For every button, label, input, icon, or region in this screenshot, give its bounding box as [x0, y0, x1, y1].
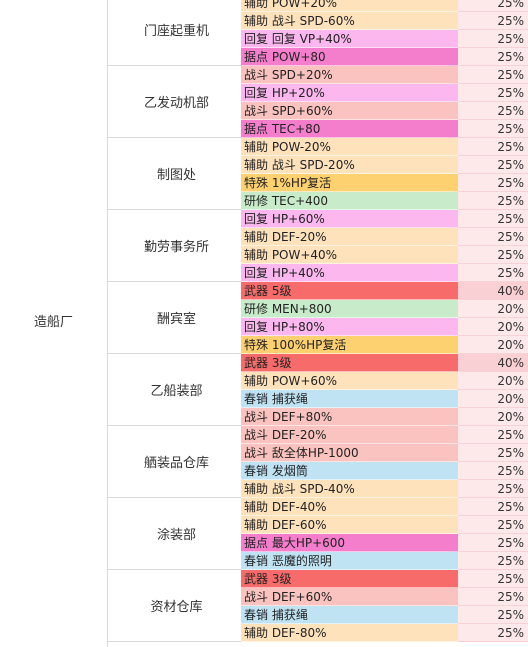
rate-cell: 25%	[458, 246, 528, 264]
rate-cell: 25%	[458, 534, 528, 552]
facility-cell: 舾装品仓库	[108, 426, 241, 498]
rate-cell: 25%	[458, 210, 528, 228]
rate-column: 25% 25% 25% 25% 25% 25% 25% 25% 25% 25% 25% 25% 25% 2…	[458, 0, 528, 647]
category-label: 造船厂	[33, 315, 73, 330]
effect-cell: 辅助 战斗 SPD-40%	[241, 480, 458, 498]
facility-cell: 制图处	[108, 138, 241, 210]
rate-cell: 25%	[458, 570, 528, 588]
facility-name: 酬宾室	[156, 312, 196, 327]
facility-cell: 勤劳事务所	[108, 210, 241, 282]
facility-name: 乙发动机部	[143, 96, 209, 111]
facility-name: 涂装部	[156, 528, 196, 543]
rate-cell: 20%	[458, 336, 528, 354]
effect-cell: 回复 HP+80%	[241, 318, 458, 336]
effect-cell: 特殊 1%HP复活	[241, 174, 458, 192]
effect-cell: 战斗 SPD+60%	[241, 102, 458, 120]
rate-cell: 20%	[458, 372, 528, 390]
rate-cell: 25%	[458, 264, 528, 282]
effect-cell: 辅助 POW+20%	[241, 0, 458, 12]
effect-cell: 研修 MEN+800	[241, 300, 458, 318]
rate-cell: 25%	[458, 516, 528, 534]
rate-cell: 25%	[458, 66, 528, 84]
rate-cell: 25%	[458, 624, 528, 642]
effect-cell: 辅助 DEF-60%	[241, 516, 458, 534]
facility-name: 舾装品仓库	[143, 456, 209, 471]
effect-cell: 武器 3级	[241, 354, 458, 372]
rate-cell: 25%	[458, 426, 528, 444]
rate-cell: 25%	[458, 12, 528, 30]
rate-cell: 25%	[458, 480, 528, 498]
rate-cell: 25%	[458, 48, 528, 66]
rate-cell: 25%	[458, 552, 528, 570]
rate-cell: 25%	[458, 120, 528, 138]
effect-cell: 辅助 DEF-20%	[241, 228, 458, 246]
rate-cell: 20%	[458, 390, 528, 408]
rate-cell: 25%	[458, 588, 528, 606]
effect-cell: 辅助 战斗 SPD-20%	[241, 156, 458, 174]
effect-cell: 辅助 POW+60%	[241, 372, 458, 390]
facility-cell: 乙发动机部	[108, 66, 241, 138]
effect-cell: 战斗 敌全体HP-1000	[241, 444, 458, 462]
effect-cell: 辅助 DEF-40%	[241, 498, 458, 516]
effect-cell: 辅助 DEF-80%	[241, 624, 458, 642]
effect-cell: 据点 最大HP+600	[241, 534, 458, 552]
facility-name: 乙船装部	[150, 384, 203, 399]
facility-name: 门座起重机	[143, 24, 209, 39]
effect-cell: 研修 TEC+400	[241, 192, 458, 210]
effect-cell: 春销 发烟筒	[241, 462, 458, 480]
effect-cell: 春销 捕获绳	[241, 606, 458, 624]
rate-cell: 25%	[458, 444, 528, 462]
rate-cell: 25%	[458, 138, 528, 156]
rate-cell: 20%	[458, 408, 528, 426]
rate-cell: 25%	[458, 606, 528, 624]
effect-cell: 武器 3级	[241, 570, 458, 588]
rate-cell: 40%	[458, 354, 528, 372]
facility-column: 门座起重机乙发动机部制图处勤劳事务所酬宾室乙船装部舾装品仓库涂装部资材仓库	[108, 0, 241, 647]
facility-name: 资材仓库	[150, 600, 203, 615]
facility-name: 制图处	[156, 168, 196, 183]
rate-cell: 25%	[458, 156, 528, 174]
facility-cell: 乙船装部	[108, 354, 241, 426]
effect-column: 辅助 POW+20% 辅助 战斗 SPD-60% 回复 回复 VP+40% 据点 PO…	[241, 0, 458, 647]
rate-cell: 25%	[458, 228, 528, 246]
rate-cell: 25%	[458, 192, 528, 210]
effect-cell: 回复 HP+20%	[241, 84, 458, 102]
facility-cell: 涂装部	[108, 498, 241, 570]
effect-cell: 据点 POW+80	[241, 48, 458, 66]
rate-cell: 25%	[458, 174, 528, 192]
rate-cell: 25%	[458, 30, 528, 48]
effect-cell: 辅助 POW+40%	[241, 246, 458, 264]
effect-cell: 春销 捕获绳	[241, 390, 458, 408]
facility-name: 勤劳事务所	[143, 240, 209, 255]
facility-cell: 酬宾室	[108, 282, 241, 354]
effect-cell: 辅助 POW-20%	[241, 138, 458, 156]
effect-cell: 战斗 DEF+80%	[241, 408, 458, 426]
effect-cell: 据点 TEC+80	[241, 120, 458, 138]
facility-cell: 门座起重机	[108, 0, 241, 66]
rate-cell: 40%	[458, 282, 528, 300]
effect-cell: 回复 HP+40%	[241, 264, 458, 282]
rate-cell: 25%	[458, 84, 528, 102]
effect-cell: 武器 5级	[241, 282, 458, 300]
effect-cell: 特殊 100%HP复活	[241, 336, 458, 354]
rate-cell: 25%	[458, 498, 528, 516]
rate-cell: 25%	[458, 0, 528, 12]
effect-cell: 回复 HP+60%	[241, 210, 458, 228]
rate-cell: 25%	[458, 462, 528, 480]
category-cell: 造船厂	[0, 0, 108, 647]
effect-cell: 战斗 SPD+20%	[241, 66, 458, 84]
rate-cell: 25%	[458, 102, 528, 120]
facility-cell: 资材仓库	[108, 570, 241, 642]
effect-cell: 战斗 DEF+60%	[241, 588, 458, 606]
effect-cell: 战斗 DEF-20%	[241, 426, 458, 444]
rate-cell: 20%	[458, 300, 528, 318]
effect-cell: 回复 回复 VP+40%	[241, 30, 458, 48]
effect-cell: 春销 恶魔的照明	[241, 552, 458, 570]
rate-cell: 20%	[458, 318, 528, 336]
effect-cell: 辅助 战斗 SPD-60%	[241, 12, 458, 30]
